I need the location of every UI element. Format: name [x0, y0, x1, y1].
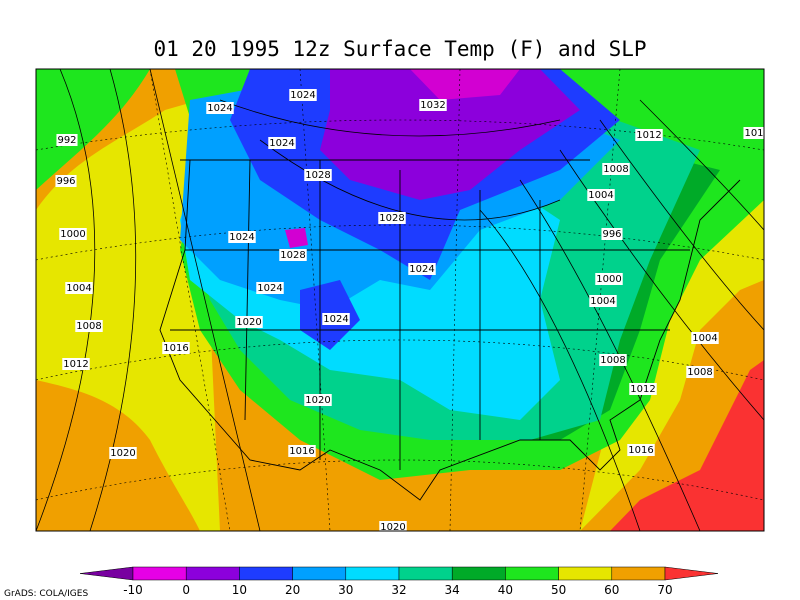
- isobar-label-bg: [279, 249, 307, 261]
- isobar-label-bg: [59, 228, 87, 240]
- isobar-label-bg: [289, 89, 317, 101]
- isobar-label-bg: [162, 342, 190, 354]
- colorbar: -10 0 10 20 30 32 34 40 50 60 70: [79, 566, 719, 597]
- isobar-label: 1004: [66, 283, 91, 294]
- colorbar-label: 70: [657, 583, 672, 597]
- isobar-label-bg: [75, 320, 103, 332]
- isobar-label-bg: [256, 282, 284, 294]
- credit: GrADS: COLA/IGES: [4, 589, 88, 599]
- isobar-label: 1028: [280, 250, 305, 261]
- colorbar-label: 60: [604, 583, 619, 597]
- isobar-label: 1028: [305, 170, 330, 181]
- isobar-label: 1024: [207, 103, 232, 114]
- isobar-label-bg: [378, 212, 406, 224]
- isobar-label: 1008: [600, 355, 625, 366]
- isobar-label: 1000: [596, 274, 621, 285]
- isobar-label-bg: [322, 313, 350, 325]
- isobar-label-bg: [268, 137, 296, 149]
- isobar-label: 1016: [628, 445, 653, 456]
- isobar-label-bg: [228, 231, 256, 243]
- isobar-label-bg: [304, 394, 332, 406]
- isobar-label-bg: [602, 163, 630, 175]
- colorbar-end: [664, 566, 719, 581]
- isobar-label: 992: [57, 135, 76, 146]
- isobar-label-bg: [62, 358, 90, 370]
- isobar-label-bg: [288, 445, 316, 457]
- colorbar-label: -10: [123, 583, 143, 597]
- isobar-label: 1024: [290, 90, 315, 101]
- isobar-label: 1024: [269, 138, 294, 149]
- isobar-label: 1020: [305, 395, 330, 406]
- colorbar-box: [239, 566, 293, 581]
- colorbar-box: [345, 566, 400, 581]
- isobar-label-bg: [587, 189, 615, 201]
- isobar-label: 1008: [603, 164, 628, 175]
- isobar-label: 1012: [63, 359, 88, 370]
- title: 01 20 1995 12z Surface Temp (F) and SLP: [153, 37, 646, 61]
- colorbar-box: [451, 566, 506, 581]
- colorbar-box: [132, 566, 187, 581]
- isobar-label-bg: [743, 127, 764, 139]
- colorbar-label: 32: [391, 583, 406, 597]
- colorbar-box: [185, 566, 240, 581]
- isobar-label-bg: [235, 316, 263, 328]
- colorbar-box: [398, 566, 453, 581]
- isobar-label: 1016: [289, 446, 314, 457]
- isobar-label: 1024: [257, 283, 282, 294]
- isobar-label: 1032: [420, 100, 445, 111]
- isobar-label-bg: [601, 228, 623, 240]
- isobar-label: 1008: [687, 367, 712, 378]
- isobar-label: 1024: [323, 314, 348, 325]
- colorbar-label: 0: [182, 583, 190, 597]
- isobar-label-bg: [206, 102, 234, 114]
- isobar-label: 1008: [76, 321, 101, 332]
- isobar-label-bg: [691, 332, 719, 344]
- isobar-label-bg: [629, 383, 657, 395]
- colorbar-label: 34: [445, 583, 460, 597]
- isobar-label-bg: [65, 282, 93, 294]
- colorbar-label: 30: [338, 583, 353, 597]
- isobar-label: 1004: [588, 190, 613, 201]
- isobar-label: 1020: [110, 448, 135, 459]
- colorbar-box: [558, 566, 613, 581]
- isobar-label-bg: [595, 273, 623, 285]
- isobar-label-bg: [686, 366, 714, 378]
- isobar-label: 1024: [229, 232, 254, 243]
- isobar-label-bg: [408, 263, 436, 275]
- map-frame: [35, 68, 765, 532]
- isobar-label: 1028: [379, 213, 404, 224]
- isobar-label-bg: [419, 99, 447, 111]
- isobar-label: 1016: [163, 343, 188, 354]
- isobar-label: 1024: [409, 264, 434, 275]
- isobar-label-bg: [109, 447, 137, 459]
- isobar-label: 1012: [630, 384, 655, 395]
- colorbar-box: [611, 566, 666, 581]
- isobar-label: 996: [602, 229, 621, 240]
- isobar-label-bg: [627, 444, 655, 456]
- isobar-label: 996: [56, 176, 75, 187]
- isobar-label-bg: [304, 169, 332, 181]
- colorbar-box: [505, 566, 559, 581]
- isobar-label: 1020: [380, 522, 405, 533]
- isobar-label-bg: [55, 175, 77, 187]
- isobar-label: 1004: [590, 296, 615, 307]
- colorbar-label: 40: [498, 583, 513, 597]
- isobar-label-bg: [599, 354, 627, 366]
- isobar-label: 1000: [60, 229, 85, 240]
- map: 1024 1024 1032 1024 1028 1012 101 992 996 1008 100…: [36, 69, 764, 533]
- isobar-label: 1020: [236, 317, 261, 328]
- isobar-label-bg: [589, 295, 617, 307]
- colorbar-label: 20: [285, 583, 300, 597]
- colorbar-label: 50: [551, 583, 566, 597]
- isobar-label-bg: [635, 129, 663, 141]
- isobar-label: 1012: [636, 130, 661, 141]
- colorbar-label: 10: [232, 583, 247, 597]
- isobar-label: 1004: [692, 333, 717, 344]
- isobar-label-bg: [379, 521, 407, 531]
- colorbar-box: [292, 566, 347, 581]
- isobar-label: 101: [744, 128, 763, 139]
- isobar-label-bg: [56, 134, 78, 146]
- colorbar-end: [79, 566, 134, 581]
